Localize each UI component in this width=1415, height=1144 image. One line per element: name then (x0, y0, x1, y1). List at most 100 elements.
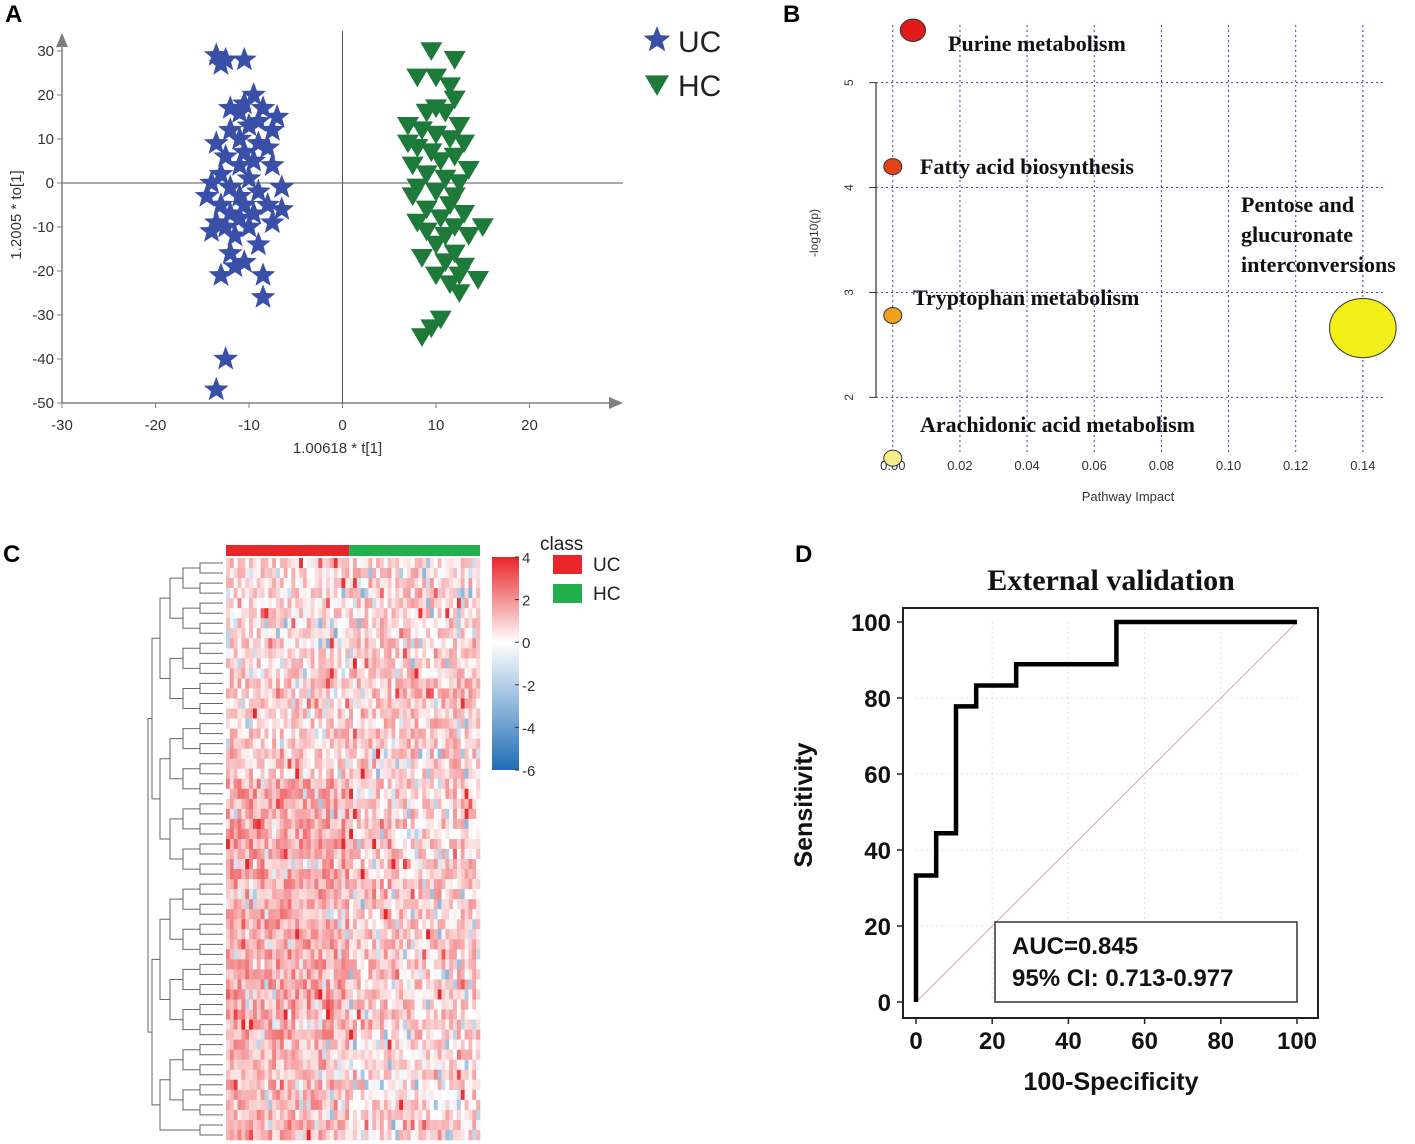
heatmap-cell (245, 608, 250, 619)
heatmap-cell (337, 838, 342, 850)
hc-triangle-point (448, 284, 471, 303)
uc-star-point (232, 139, 257, 163)
heatmap-cell (360, 979, 365, 990)
heatmap-cell (406, 688, 412, 699)
heatmap-cell (360, 648, 365, 659)
heatmap-cell (383, 1039, 388, 1050)
heatmap-cell (437, 718, 442, 729)
heatmap-cell (360, 1049, 365, 1061)
heatmap-cell (395, 798, 400, 810)
heatmap-cell (472, 758, 477, 770)
heatmap-cell (306, 959, 311, 970)
heatmap-cell (272, 979, 277, 990)
heatmap-cell (260, 588, 265, 599)
heatmap-cell (264, 618, 269, 629)
heatmap-cell (306, 598, 311, 609)
heatmap-cell (364, 939, 369, 950)
heatmap-cell (326, 1129, 331, 1141)
heatmap-cell (302, 969, 308, 980)
heatmap-cell (333, 778, 338, 790)
heatmap-cell (302, 818, 308, 830)
heatmap-cell (349, 1049, 354, 1061)
heatmap-cell (229, 949, 234, 960)
heatmap-cell (449, 758, 454, 770)
heatmap-cell (406, 1119, 412, 1131)
heatmap-cell (302, 628, 308, 639)
heatmap-cell (287, 578, 292, 589)
heatmap-cell (233, 849, 238, 860)
heatmap-cell (372, 1019, 377, 1030)
heatmap-cell (356, 788, 361, 800)
heatmap-cell (368, 1079, 373, 1091)
heatmap-cell (403, 698, 408, 709)
heatmap-cell (341, 638, 346, 649)
heatmap-cell (476, 668, 481, 679)
heatmap-cell (410, 718, 415, 729)
heatmap-cell (403, 959, 408, 970)
heatmap-cell (368, 999, 373, 1010)
heatmap-cell (237, 578, 242, 589)
heatmap-cell (345, 849, 350, 860)
heatmap-cell (329, 838, 335, 850)
heatmap-cell (403, 879, 408, 890)
heatmap-cell (279, 1069, 285, 1081)
heatmap-cell (449, 849, 454, 860)
heatmap-cell (329, 628, 335, 639)
heatmap-cell (249, 688, 254, 699)
heatmap-cell (241, 1069, 246, 1081)
heatmap-cell (364, 1099, 369, 1111)
heatmap-cell (306, 969, 311, 980)
heatmap-cell (433, 1129, 438, 1141)
heatmap-cell (310, 738, 315, 749)
heatmap-cell (314, 899, 319, 910)
heatmap-cell (422, 638, 427, 649)
heatmap-cell (437, 638, 442, 649)
heatmap-cell (329, 778, 335, 790)
heatmap-cell (429, 748, 435, 759)
heatmap-cell (356, 949, 361, 960)
heatmap-cell (249, 778, 254, 790)
heatmap-cell (318, 1029, 323, 1040)
heatmap-cell (260, 818, 265, 830)
heatmap-cell (295, 838, 300, 850)
heatmap-cell (337, 798, 342, 810)
heatmap-cell (264, 788, 269, 800)
heatmap-cell (229, 598, 234, 609)
heatmap-cell (252, 638, 258, 649)
heatmap-cell (229, 1109, 234, 1121)
x-tick-label: 80 (1207, 1028, 1234, 1055)
heatmap-cell (272, 588, 277, 599)
heatmap-cell (314, 708, 319, 719)
heatmap-cell (329, 558, 335, 569)
heatmap-cell (368, 738, 373, 749)
heatmap-cell (233, 628, 238, 639)
heatmap-cell (272, 728, 277, 739)
heatmap-cell (329, 698, 335, 709)
heatmap-cell (349, 658, 354, 669)
heatmap-cell (379, 1109, 385, 1121)
heatmap-cell (395, 949, 400, 960)
heatmap-cell (429, 648, 435, 659)
y-tick-label: 80 (864, 686, 891, 713)
heatmap-cell (322, 849, 327, 860)
heatmap-cell (252, 1049, 258, 1061)
heatmap-cell (399, 578, 404, 589)
heatmap-cell (245, 768, 250, 780)
heatmap-cell (379, 1089, 385, 1101)
heatmap-cell (295, 969, 300, 980)
heatmap-cell (456, 558, 462, 569)
heatmap-cell (233, 638, 238, 649)
heatmap-cell (445, 698, 450, 709)
heatmap-cell (306, 979, 311, 990)
heatmap-cell (387, 668, 392, 679)
heatmap-cell (264, 1019, 269, 1030)
heatmap-cell (252, 768, 258, 780)
heatmap-cell (245, 628, 250, 639)
heatmap-cell (279, 1129, 285, 1141)
heatmap-cell (360, 949, 365, 960)
heatmap-cell (322, 608, 327, 619)
heatmap-cell (376, 788, 381, 800)
heatmap-cell (453, 1089, 458, 1101)
heatmap-cell (406, 969, 412, 980)
heatmap-cell (272, 1109, 277, 1121)
